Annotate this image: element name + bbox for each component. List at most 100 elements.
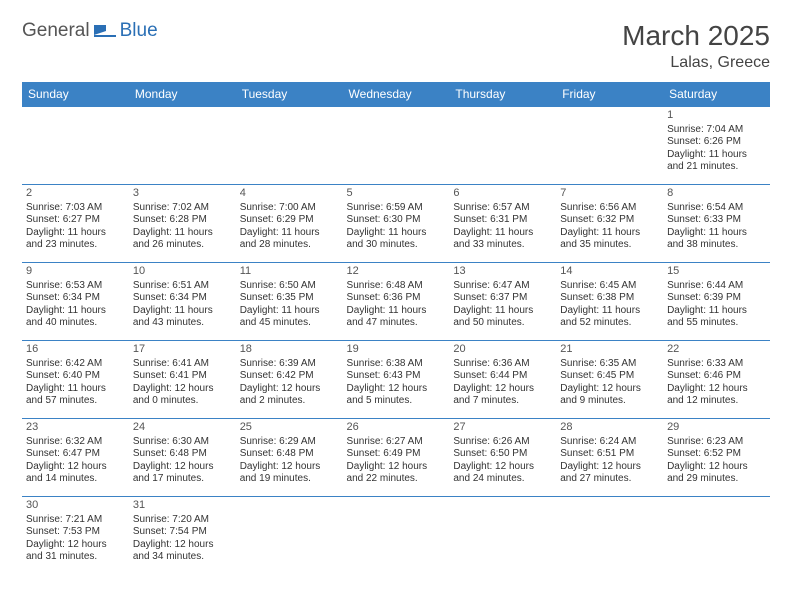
sunset-line: Sunset: 6:50 PM (453, 448, 552, 461)
day-number: 16 (26, 343, 125, 357)
sunrise-line: Sunrise: 6:59 AM (347, 202, 446, 215)
daylight-line: Daylight: 11 hours and 50 minutes. (453, 305, 552, 330)
day-number: 8 (667, 187, 766, 201)
calendar-day-cell: 27Sunrise: 6:26 AMSunset: 6:50 PMDayligh… (449, 419, 556, 497)
flag-icon (94, 23, 116, 39)
day-number: 2 (26, 187, 125, 201)
day-number: 15 (667, 265, 766, 279)
sunrise-line: Sunrise: 6:32 AM (26, 436, 125, 449)
calendar-day-cell: 14Sunrise: 6:45 AMSunset: 6:38 PMDayligh… (556, 263, 663, 341)
calendar-empty-cell (343, 107, 450, 185)
day-number: 20 (453, 343, 552, 357)
calendar-day-cell: 20Sunrise: 6:36 AMSunset: 6:44 PMDayligh… (449, 341, 556, 419)
day-number: 24 (133, 421, 232, 435)
daylight-line: Daylight: 12 hours and 31 minutes. (26, 539, 125, 564)
calendar-day-cell: 13Sunrise: 6:47 AMSunset: 6:37 PMDayligh… (449, 263, 556, 341)
weekday-header: Thursday (449, 82, 556, 107)
day-number: 9 (26, 265, 125, 279)
calendar-empty-cell (449, 107, 556, 185)
sunset-line: Sunset: 6:43 PM (347, 370, 446, 383)
daylight-line: Daylight: 11 hours and 52 minutes. (560, 305, 659, 330)
sunset-line: Sunset: 6:31 PM (453, 214, 552, 227)
calendar-week-row: 2Sunrise: 7:03 AMSunset: 6:27 PM Daylight… (22, 185, 770, 263)
day-data: Sunrise: 6:29 AMSunset: 6:48 PMDaylight:… (240, 436, 339, 486)
weekday-header: Sunday (22, 82, 129, 107)
weekday-header: Monday (129, 82, 236, 107)
sunset-line: Sunset: 6:47 PM (26, 448, 125, 461)
sunset-line: Sunset: 6:48 PM (240, 448, 339, 461)
sunrise-line: Sunrise: 6:33 AM (667, 358, 766, 371)
daylight-line: Daylight: 12 hours and 34 minutes. (133, 539, 232, 564)
sunrise-line: Sunrise: 6:38 AM (347, 358, 446, 371)
sunrise-line: Sunrise: 6:57 AM (453, 202, 552, 215)
sunrise-line: Sunrise: 7:02 AM (133, 202, 232, 215)
calendar-day-cell: 11Sunrise: 6:50 AMSunset: 6:35 PMDayligh… (236, 263, 343, 341)
sunset-line: Sunset: 6:39 PM (667, 292, 766, 305)
calendar-day-cell: 5Sunrise: 6:59 AMSunset: 6:30 PMDaylight… (343, 185, 450, 263)
sunrise-line: Sunrise: 6:56 AM (560, 202, 659, 215)
day-data: Sunrise: 7:04 AMSunset: 6:26 PMDaylight:… (667, 124, 766, 174)
sunset-line: Sunset: 7:54 PM (133, 526, 232, 539)
calendar-day-cell: 24Sunrise: 6:30 AMSunset: 6:48 PMDayligh… (129, 419, 236, 497)
sunset-line: Sunset: 6:34 PM (26, 292, 125, 305)
day-data: Sunrise: 6:45 AMSunset: 6:38 PMDaylight:… (560, 280, 659, 330)
calendar-day-cell: 29Sunrise: 6:23 AMSunset: 6:52 PMDayligh… (663, 419, 770, 497)
day-number: 26 (347, 421, 446, 435)
calendar-day-cell: 8Sunrise: 6:54 AMSunset: 6:33 PMDaylight… (663, 185, 770, 263)
sunset-line: Sunset: 6:28 PM (133, 214, 232, 227)
daylight-line: Daylight: 12 hours and 29 minutes. (667, 461, 766, 486)
day-data: Sunrise: 6:59 AMSunset: 6:30 PMDaylight:… (347, 202, 446, 252)
sunrise-line: Sunrise: 6:44 AM (667, 280, 766, 293)
day-number: 28 (560, 421, 659, 435)
daylight-line: Daylight: 11 hours and 28 minutes. (240, 227, 339, 252)
sunset-line: Sunset: 6:46 PM (667, 370, 766, 383)
day-data: Sunrise: 6:41 AMSunset: 6:41 PMDaylight:… (133, 358, 232, 408)
calendar-day-cell: 28Sunrise: 6:24 AMSunset: 6:51 PMDayligh… (556, 419, 663, 497)
sunset-line: Sunset: 6:38 PM (560, 292, 659, 305)
day-data: Sunrise: 6:54 AMSunset: 6:33 PMDaylight:… (667, 202, 766, 252)
day-data: Sunrise: 6:50 AMSunset: 6:35 PMDaylight:… (240, 280, 339, 330)
day-number: 27 (453, 421, 552, 435)
sunrise-line: Sunrise: 6:42 AM (26, 358, 125, 371)
sunset-line: Sunset: 6:26 PM (667, 136, 766, 149)
daylight-line: Daylight: 11 hours and 45 minutes. (240, 305, 339, 330)
day-number: 5 (347, 187, 446, 201)
sunrise-line: Sunrise: 6:36 AM (453, 358, 552, 371)
calendar-day-cell: 18Sunrise: 6:39 AMSunset: 6:42 PMDayligh… (236, 341, 343, 419)
logo: General Blue (22, 20, 158, 42)
calendar-day-cell: 16Sunrise: 6:42 AMSunset: 6:40 PMDayligh… (22, 341, 129, 419)
sunrise-line: Sunrise: 6:30 AM (133, 436, 232, 449)
sunrise-line: Sunrise: 6:47 AM (453, 280, 552, 293)
calendar-empty-cell (236, 497, 343, 575)
daylight-line: Daylight: 11 hours and 38 minutes. (667, 227, 766, 252)
calendar-day-cell: 2Sunrise: 7:03 AMSunset: 6:27 PMDaylight… (22, 185, 129, 263)
sunset-line: Sunset: 6:52 PM (667, 448, 766, 461)
day-data: Sunrise: 6:48 AMSunset: 6:36 PMDaylight:… (347, 280, 446, 330)
header: General Blue March 2025 Lalas, Greece (22, 20, 770, 72)
calendar-day-cell: 1Sunrise: 7:04 AMSunset: 6:26 PMDaylight… (663, 107, 770, 185)
logo-text-general: General (22, 20, 90, 42)
day-data: Sunrise: 6:51 AMSunset: 6:34 PMDaylight:… (133, 280, 232, 330)
calendar-day-cell: 26Sunrise: 6:27 AMSunset: 6:49 PMDayligh… (343, 419, 450, 497)
calendar-day-cell: 15Sunrise: 6:44 AMSunset: 6:39 PMDayligh… (663, 263, 770, 341)
daylight-line: Daylight: 11 hours and 57 minutes. (26, 383, 125, 408)
sunset-line: Sunset: 6:32 PM (560, 214, 659, 227)
calendar-empty-cell (556, 107, 663, 185)
day-number: 6 (453, 187, 552, 201)
calendar-day-cell: 10Sunrise: 6:51 AMSunset: 6:34 PMDayligh… (129, 263, 236, 341)
sunset-line: Sunset: 6:37 PM (453, 292, 552, 305)
day-data: Sunrise: 6:53 AMSunset: 6:34 PMDaylight:… (26, 280, 125, 330)
calendar-week-row: 23Sunrise: 6:32 AMSunset: 6:47 PMDayligh… (22, 419, 770, 497)
calendar-day-cell: 7Sunrise: 6:56 AMSunset: 6:32 PMDaylight… (556, 185, 663, 263)
day-data: Sunrise: 6:30 AMSunset: 6:48 PMDaylight:… (133, 436, 232, 486)
calendar-day-cell: 21Sunrise: 6:35 AMSunset: 6:45 PMDayligh… (556, 341, 663, 419)
sunset-line: Sunset: 6:49 PM (347, 448, 446, 461)
day-number: 11 (240, 265, 339, 279)
sunrise-line: Sunrise: 7:20 AM (133, 514, 232, 527)
day-data: Sunrise: 7:00 AMSunset: 6:29 PMDaylight:… (240, 202, 339, 252)
sunrise-line: Sunrise: 6:26 AM (453, 436, 552, 449)
sunset-line: Sunset: 6:27 PM (26, 214, 125, 227)
sunrise-line: Sunrise: 7:21 AM (26, 514, 125, 527)
sunrise-line: Sunrise: 7:03 AM (26, 202, 125, 215)
calendar-empty-cell (22, 107, 129, 185)
